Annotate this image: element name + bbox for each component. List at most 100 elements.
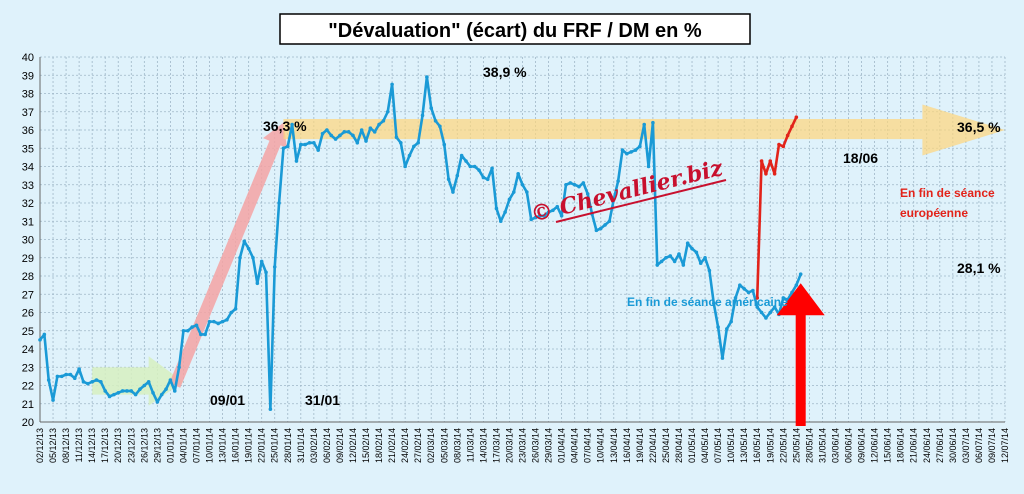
data-point [794, 283, 799, 287]
data-point [255, 281, 260, 286]
data-point [707, 268, 712, 273]
x-tick-label: 03/02/14 [309, 428, 319, 463]
data-point [429, 106, 434, 110]
data-point [220, 319, 225, 324]
data-point [764, 316, 768, 320]
data-point [742, 286, 746, 291]
annotation-36-5: 36,5 % [957, 119, 1001, 135]
data-point [668, 254, 673, 258]
data-point [733, 296, 738, 300]
annotation-31-01: 31/01 [305, 392, 340, 408]
x-tick-label: 09/02/14 [335, 428, 345, 463]
data-point [264, 270, 268, 275]
x-tick-label: 12/07/14 [1000, 428, 1010, 463]
data-point [598, 226, 603, 231]
data-point [751, 288, 755, 293]
x-tick-label: 01/01/14 [165, 428, 175, 463]
x-tick-label: 02/12/13 [35, 428, 45, 463]
chart-title: "Dévaluation" (écart) du FRF / DM en % [328, 20, 702, 42]
data-point [55, 374, 60, 379]
data-point [107, 394, 112, 399]
x-tick-label: 06/07/14 [974, 428, 984, 463]
x-tick-label: 02/03/14 [426, 428, 436, 463]
y-tick-label: 37 [22, 107, 34, 119]
x-tick-label: 11/03/14 [465, 428, 475, 462]
data-point [785, 133, 790, 138]
data-point [559, 213, 564, 218]
data-point [59, 374, 64, 379]
x-tick-label: 10/04/14 [596, 428, 606, 463]
data-point [646, 164, 651, 169]
data-point [716, 325, 720, 329]
y-tick-label: 25 [22, 326, 34, 338]
data-point [351, 133, 355, 138]
x-tick-label: 04/01/14 [178, 428, 188, 463]
data-point [172, 389, 177, 393]
data-point [285, 144, 290, 149]
data-point [555, 204, 560, 209]
data-point [333, 137, 338, 141]
data-point [425, 75, 429, 79]
x-tick-label: 01/05/14 [687, 428, 697, 463]
data-point [229, 310, 234, 315]
data-point [242, 239, 247, 244]
data-point [633, 148, 638, 152]
data-point [398, 140, 403, 145]
y-tick-label: 35 [22, 143, 34, 155]
data-point [346, 130, 351, 134]
x-tick-label: 24/02/14 [400, 428, 410, 463]
x-tick-label: 20/12/13 [113, 428, 123, 463]
x-tick-label: 01/04/14 [557, 428, 567, 463]
data-point [403, 164, 407, 169]
x-tick-label: 19/04/14 [635, 428, 645, 463]
x-tick-label: 29/03/14 [544, 428, 554, 463]
x-tick-label: 17/03/14 [491, 428, 501, 463]
data-point [116, 391, 121, 395]
data-point [86, 381, 90, 386]
data-point [759, 310, 764, 315]
x-tick-label: 18/02/14 [374, 428, 384, 463]
x-tick-label: 16/05/14 [752, 428, 762, 463]
data-point [703, 255, 707, 260]
data-point [151, 391, 155, 395]
data-point [303, 142, 307, 147]
data-point [664, 255, 668, 260]
data-point [64, 372, 68, 377]
data-point [459, 153, 464, 158]
x-tick-label: 05/03/14 [439, 428, 449, 463]
data-point [38, 338, 42, 342]
data-point [299, 142, 303, 147]
data-point [77, 367, 81, 371]
data-point [277, 201, 281, 205]
data-point [607, 219, 612, 224]
data-point [185, 328, 190, 333]
data-point [446, 177, 451, 182]
data-point [694, 250, 699, 255]
x-tick-label: 15/02/14 [361, 428, 371, 463]
data-point [372, 130, 377, 134]
x-tick-label: 28/01/14 [283, 428, 293, 463]
data-point [781, 296, 786, 300]
data-point [677, 252, 681, 256]
data-point [212, 319, 216, 324]
data-point [451, 190, 455, 194]
y-tick-label: 24 [22, 344, 34, 356]
x-tick-label: 27/06/14 [935, 428, 945, 463]
x-tick-label: 31/05/14 [817, 428, 827, 463]
data-point [142, 383, 147, 388]
data-point [572, 182, 577, 187]
y-tick-label: 33 [22, 180, 34, 192]
data-point [181, 328, 186, 333]
data-point [251, 255, 255, 260]
annotation-european-line2: européenne [900, 206, 968, 220]
x-tick-label: 29/12/13 [152, 428, 162, 463]
x-tick-label: 07/01/14 [191, 428, 201, 463]
data-point [481, 175, 486, 180]
x-tick-label: 23/03/14 [518, 428, 528, 463]
data-point [225, 318, 229, 322]
data-point [390, 82, 394, 87]
data-point [464, 159, 468, 163]
y-tick-label: 27 [22, 289, 34, 301]
x-tick-label: 16/01/14 [231, 428, 241, 463]
x-tick-label: 10/05/14 [726, 428, 736, 463]
